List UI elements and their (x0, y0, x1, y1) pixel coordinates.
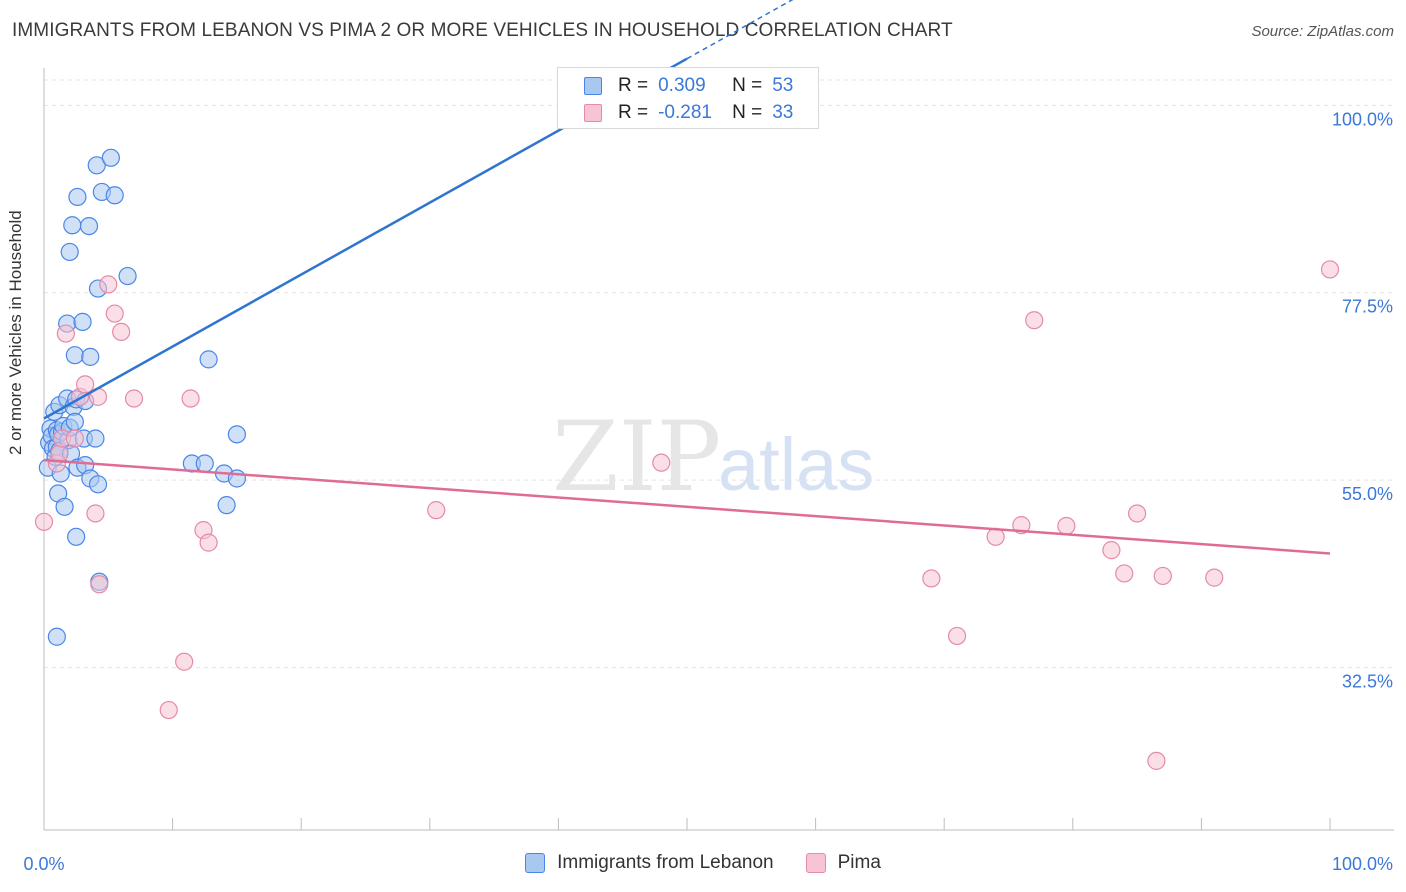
data-points (34, 71, 1340, 770)
pima-point (652, 453, 671, 472)
pima-point (105, 304, 124, 323)
pima-trend-line (43, 458, 1331, 555)
n-label: N = (732, 75, 763, 96)
r-label: R = (618, 102, 649, 123)
lebanon-point (79, 216, 99, 236)
lebanon-point (73, 312, 92, 331)
pima-point (65, 429, 84, 448)
lebanon-point (195, 454, 214, 473)
pima-point (427, 501, 446, 520)
pima-point (1320, 260, 1340, 279)
blue-swatch (525, 853, 546, 873)
pima-point (1115, 564, 1134, 583)
pink-swatch (805, 853, 826, 873)
x-tick-label: 0.0% (23, 854, 64, 874)
lebanon-point (65, 346, 84, 365)
pima-point (112, 322, 131, 341)
pima-point (947, 626, 967, 646)
pima-point (181, 389, 200, 408)
pima-point (1147, 751, 1166, 770)
lebanon-point (227, 425, 246, 444)
pima-point (922, 569, 941, 588)
lebanon-point (81, 347, 100, 366)
n-value: 33 (772, 102, 794, 123)
legend-label-lebanon: Immigrants from Lebanon (557, 852, 774, 873)
pink-swatch (584, 104, 602, 122)
lebanon-point (217, 496, 236, 515)
lebanon-trend-extension (686, 0, 794, 60)
source-credit: Source: ZipAtlas.com (1251, 23, 1394, 40)
r-label: R = (618, 75, 649, 96)
pima-point (124, 389, 144, 408)
n-value: 53 (772, 75, 794, 96)
lebanon-point (47, 627, 66, 646)
legend-item-pima[interactable]: Pima (805, 852, 881, 874)
tick-labels: 32.5% 55.0% 77.5% 100.0% 0.0% 100.0% (23, 109, 1393, 874)
lebanon-point (60, 242, 79, 262)
lebanon-point (101, 148, 120, 167)
pima-point (99, 275, 118, 294)
watermark-atlas: atlas (718, 423, 874, 506)
pima-point (76, 375, 95, 394)
pima-point (1102, 541, 1121, 560)
pima-point (1127, 504, 1147, 523)
lebanon-point (86, 429, 105, 448)
legend-label-pima: Pima (837, 852, 881, 873)
stats-legend: R = 0.309 N = 53 R = -0.281 N = 33 (557, 67, 819, 129)
lebanon-point (88, 475, 108, 494)
pima-point (34, 512, 54, 531)
pima-point (90, 575, 109, 594)
legend-item-lebanon[interactable]: Immigrants from Lebanon (525, 852, 774, 874)
n-label: N = (732, 102, 763, 123)
r-value: 0.309 (658, 75, 706, 96)
lebanon-point (67, 527, 86, 546)
lebanon-point (87, 156, 106, 175)
pima-point (1057, 516, 1076, 536)
lebanon-point (55, 497, 74, 516)
pima-point (175, 652, 194, 671)
lebanon-point (199, 350, 218, 369)
lebanon-point (105, 186, 124, 205)
watermark-zip: ZIP (552, 401, 721, 513)
y-axis-label: 2 or more Vehicles in Household (6, 210, 25, 455)
stats-row-lebanon: R = 0.309 N = 53 (584, 73, 793, 99)
pima-point (50, 444, 69, 463)
y-tick-label: 32.5% (1342, 672, 1393, 692)
pima-point (199, 533, 218, 552)
x-tick-label: 100.0% (1332, 854, 1393, 874)
pima-point (56, 324, 75, 343)
pima-point (86, 504, 105, 523)
watermark: ZIP atlas (552, 401, 874, 513)
y-tick-label: 77.5% (1342, 297, 1393, 317)
bottom-legend: Immigrants from Lebanon Pima (0, 852, 1406, 874)
y-tick-label: 100.0% (1332, 109, 1393, 129)
pima-point (1205, 568, 1224, 587)
blue-swatch (584, 77, 602, 95)
lebanon-point (118, 266, 137, 286)
pima-point (1012, 516, 1031, 535)
stats-row-pima: R = -0.281 N = 33 (584, 100, 793, 126)
y-tick-label: 55.0% (1342, 484, 1393, 504)
pima-point (1153, 566, 1172, 586)
lebanon-point (63, 216, 82, 235)
lebanon-point (65, 412, 84, 431)
lebanon-point (68, 187, 87, 207)
chart-title: IMMIGRANTS FROM LEBANON VS PIMA 2 OR MOR… (12, 20, 953, 41)
pima-point (159, 700, 178, 720)
pima-point (1025, 311, 1044, 330)
r-value: -0.281 (658, 102, 712, 123)
grid-lines (44, 79, 1394, 669)
